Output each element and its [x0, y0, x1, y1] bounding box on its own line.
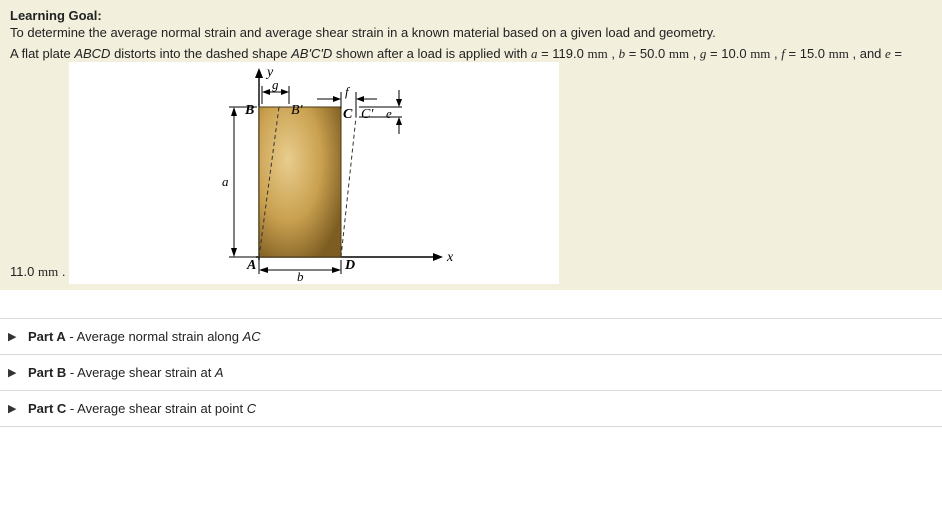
- part-c-row[interactable]: ▶ Part C - Average shear strain at point…: [0, 390, 942, 427]
- learning-goal-box: Learning Goal: To determine the average …: [0, 0, 942, 290]
- trail-val: 11.0: [10, 264, 34, 279]
- plate-solid: [259, 107, 341, 257]
- var-f-name: f: [781, 46, 785, 61]
- part-b-desc: - Average shear strain at: [66, 365, 215, 380]
- dim-f-arrow-l-icon: [356, 96, 364, 102]
- var-a-unit: mm: [588, 46, 608, 61]
- x-axis-arrow-icon: [433, 253, 443, 261]
- var-f-unit: mm: [829, 46, 849, 61]
- label-B: B: [244, 103, 254, 118]
- dim-a-label: a: [222, 174, 229, 189]
- dim-f-arrow-r-icon: [333, 96, 341, 102]
- var-f-val: 15.0: [800, 46, 825, 61]
- problem-intro: A flat plate: [10, 46, 74, 61]
- dim-f-label: f: [345, 84, 351, 99]
- expand-icon: ▶: [8, 366, 16, 379]
- plate-label: ABCD: [74, 46, 110, 61]
- part-a-tail: AC: [243, 329, 261, 344]
- var-b-name: b: [619, 46, 626, 61]
- label-A: A: [246, 258, 256, 273]
- figure-svg: y x g: [69, 62, 559, 284]
- dim-a-arrow-t-icon: [231, 107, 237, 116]
- trailing-value: 11.0 mm .: [10, 264, 69, 284]
- part-c-title: Part C: [28, 401, 66, 416]
- dim-b-arrow-r-icon: [332, 267, 341, 273]
- dim-e-arrow-d-icon: [396, 99, 402, 107]
- dash-DCp: [341, 117, 356, 257]
- dim-g-arrow-l-icon: [262, 89, 270, 95]
- plate2-label: AB'C'D: [291, 46, 332, 61]
- y-axis-arrow-icon: [255, 68, 263, 78]
- label-D: D: [344, 258, 355, 273]
- var-g-unit: mm: [750, 46, 770, 61]
- expand-icon: ▶: [8, 402, 16, 415]
- part-a-desc: - Average normal strain along: [66, 329, 243, 344]
- problem-mid2: shown after a load is applied with: [332, 46, 531, 61]
- var-g-name: g: [700, 46, 707, 61]
- var-e-name: e: [885, 46, 891, 61]
- dim-a-arrow-b-icon: [231, 248, 237, 257]
- label-Cp: C': [361, 107, 374, 122]
- figure-container: y x g: [69, 62, 559, 284]
- problem-statement: A flat plate ABCD distorts into the dash…: [10, 46, 932, 62]
- trail-unit: mm: [38, 264, 58, 279]
- problem-mid1: distorts into the dashed shape: [110, 46, 291, 61]
- dim-b-arrow-l-icon: [259, 267, 268, 273]
- figure-row: 11.0 mm . y x: [10, 62, 932, 284]
- dim-g-arrow-r-icon: [281, 89, 289, 95]
- dim-e-arrow-u-icon: [396, 117, 402, 125]
- label-C: C: [343, 107, 353, 122]
- var-b-unit: mm: [669, 46, 689, 61]
- expand-icon: ▶: [8, 330, 16, 343]
- var-b-val: 50.0: [640, 46, 665, 61]
- label-Bp: B': [291, 103, 304, 118]
- var-a-name: a: [531, 46, 538, 61]
- part-b-tail: A: [215, 365, 224, 380]
- part-b-title: Part B: [28, 365, 66, 380]
- learning-goal-title: Learning Goal:: [10, 8, 932, 23]
- x-axis-label: x: [446, 250, 454, 265]
- var-g-val: 10.0: [721, 46, 746, 61]
- dim-b-label: b: [297, 269, 304, 284]
- part-a-row[interactable]: ▶ Part A - Average normal strain along A…: [0, 318, 942, 354]
- part-c-desc: - Average shear strain at point: [66, 401, 246, 416]
- part-c-tail: C: [247, 401, 256, 416]
- part-b-row[interactable]: ▶ Part B - Average shear strain at A: [0, 354, 942, 390]
- dim-e-label: e: [386, 106, 392, 121]
- trail-period: .: [58, 264, 65, 279]
- dim-g-label: g: [272, 77, 279, 92]
- parts-list: ▶ Part A - Average normal strain along A…: [0, 318, 942, 427]
- learning-goal-text: To determine the average normal strain a…: [10, 25, 932, 40]
- part-a-title: Part A: [28, 329, 66, 344]
- var-a-val: 119.0: [552, 46, 584, 61]
